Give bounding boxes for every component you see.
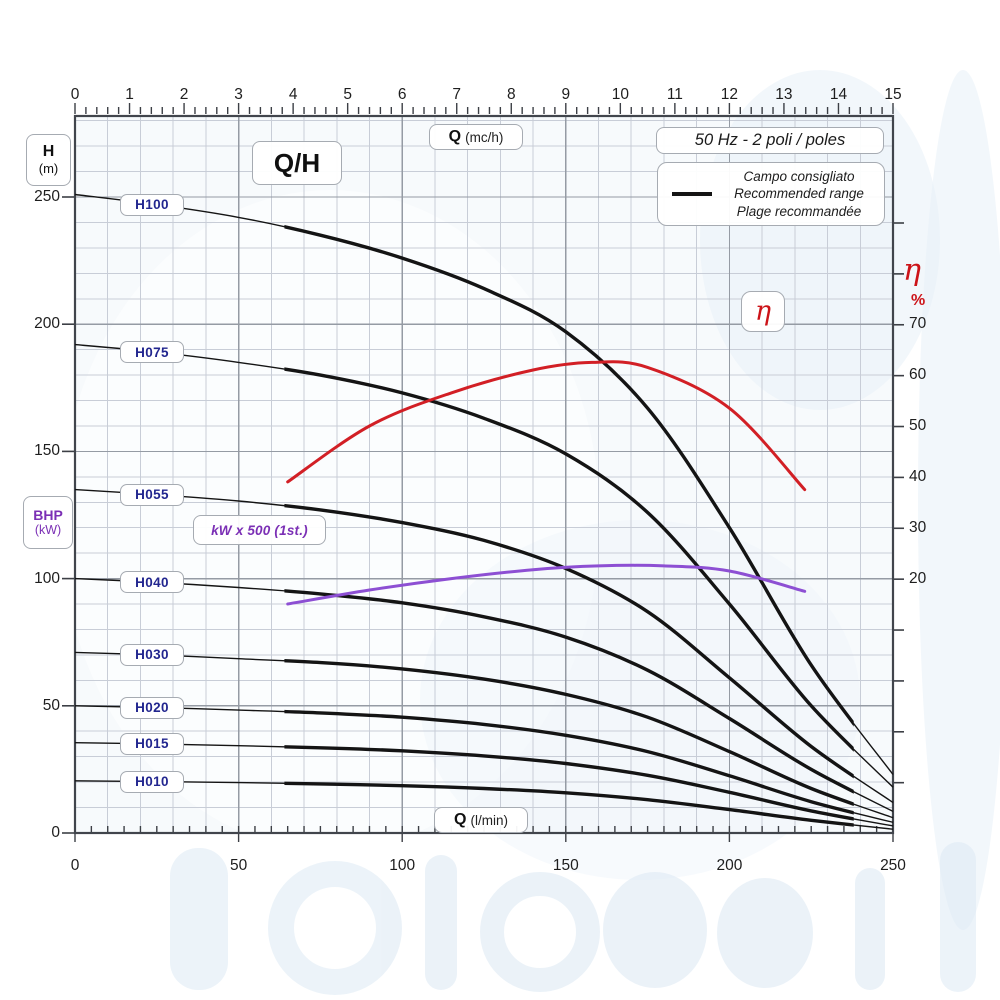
frequency-poles-box: 50 Hz - 2 poli / poles <box>656 127 884 154</box>
top-axis-tick-14: 14 <box>829 86 848 103</box>
frequency-poles-text: 50 Hz - 2 poli / poles <box>694 131 846 149</box>
curve-label-H010: H010 <box>120 770 184 793</box>
top-axis-tick-11: 11 <box>666 86 683 103</box>
head-axis-quantity: H <box>42 143 55 161</box>
power-axis-unit: (kW) <box>34 523 62 538</box>
left-axis-tick-100: 100 <box>34 569 60 587</box>
curve-H015-recommended <box>284 745 854 821</box>
right-axis-tick-40: 40 <box>909 467 927 485</box>
curve-label-H075: H075 <box>120 341 184 364</box>
plot-border <box>73 114 895 835</box>
power-axis-label-box: BHP (kW) <box>23 496 73 549</box>
right-axis-eta-symbol: η <box>903 253 921 288</box>
eta-symbol: η <box>754 296 772 327</box>
left-axis-tick-150: 150 <box>34 442 60 460</box>
top-axis-tick-6: 6 <box>397 86 407 103</box>
background-wash <box>60 70 1000 930</box>
top-axis-tick-10: 10 <box>611 86 629 103</box>
bottom-axis-tick-150: 150 <box>552 857 579 874</box>
right-axis-tick-50: 50 <box>909 416 927 434</box>
curve-H020-recommended <box>284 709 854 815</box>
bottom-axis-quantity: Q <box>454 811 467 828</box>
left-axis-tick-250: 250 <box>34 188 60 205</box>
right-axis-tick-60: 60 <box>909 366 927 384</box>
bottom-axis-tick-0: 0 <box>70 857 80 874</box>
curve-H010-recommended <box>284 781 854 827</box>
top-axis-tick-15: 15 <box>884 86 902 103</box>
left-axis-tick-50: 50 <box>42 696 60 714</box>
curve-H075-recommended <box>284 367 854 752</box>
left-axis-tick-200: 200 <box>34 315 60 333</box>
left-axis-tick-0: 0 <box>51 824 60 841</box>
bottom-axis-tick-100: 100 <box>389 857 416 874</box>
curve-H030-recommended <box>284 659 854 807</box>
power-curve <box>286 563 807 606</box>
watermark <box>170 842 976 995</box>
curve-label-H055: H055 <box>120 483 184 506</box>
top-axis-tick-7: 7 <box>452 86 462 103</box>
top-axis-tick-9: 9 <box>561 86 571 103</box>
curve-H055-recommended <box>284 503 854 779</box>
curve-label-H100: H100 <box>120 193 184 216</box>
top-axis-tick-2: 2 <box>179 86 189 103</box>
chart-title-box: Q/H <box>252 141 342 185</box>
right-axis-percent-sign: % <box>911 292 926 309</box>
efficiency-annotation-box: η <box>741 291 785 332</box>
top-axis-unit-box: Q (mc/h) <box>429 124 523 150</box>
chart-title: Q/H <box>273 147 321 178</box>
head-axis-label-box: H (m) <box>26 134 71 186</box>
right-axis-tick-30: 30 <box>909 518 927 536</box>
top-axis-tick-1: 1 <box>125 86 134 103</box>
head-curves-recommended <box>284 224 854 827</box>
curve-label-H030: H030 <box>120 643 184 666</box>
legend-line-it: Campo consigliato <box>743 168 855 184</box>
curve-H100-recommended <box>284 224 854 727</box>
top-axis-tick-12: 12 <box>720 86 739 103</box>
power-axis-quantity: BHP <box>33 507 63 524</box>
legend: Campo consigliato Recommended range Plag… <box>657 162 885 226</box>
bottom-axis-unit-box: Q (l/min) <box>434 807 528 833</box>
legend-line-sample <box>672 192 712 196</box>
top-axis-quantity: Q <box>448 128 462 145</box>
right-axis-tick-70: 70 <box>909 315 927 333</box>
curve-H040-recommended <box>284 589 854 794</box>
top-axis-tick-0: 0 <box>70 86 80 103</box>
efficiency-curve <box>286 360 807 492</box>
head-axis-unit: (m) <box>38 160 59 176</box>
legend-line-fr: Plage recommandée <box>736 203 862 219</box>
top-axis-tick-4: 4 <box>288 86 298 103</box>
legend-line-en: Recommended range <box>734 186 864 202</box>
right-axis-tick-20: 20 <box>909 569 927 587</box>
bottom-axis-tick-200: 200 <box>716 857 743 874</box>
bottom-axis-tick-250: 250 <box>880 857 906 874</box>
top-axis-tick-5: 5 <box>343 86 352 103</box>
top-axis-tick-3: 3 <box>234 86 243 103</box>
curve-label-H040: H040 <box>120 571 184 594</box>
top-axis-tick-13: 13 <box>775 86 793 103</box>
curve-label-H020: H020 <box>120 696 184 719</box>
bottom-axis-unit: (l/min) <box>470 812 508 828</box>
top-axis-tick-8: 8 <box>506 86 516 103</box>
top-axis-unit: (mc/h) <box>465 129 504 145</box>
power-curve-label-box: kW x 500 (1st.) <box>193 515 326 545</box>
legend-text: Campo consigliato Recommended range Plag… <box>722 168 876 221</box>
curve-label-H015: H015 <box>120 732 184 755</box>
power-curve-label: kW x 500 (1st.) <box>211 522 308 538</box>
bottom-axis-tick-50: 50 <box>229 857 248 874</box>
